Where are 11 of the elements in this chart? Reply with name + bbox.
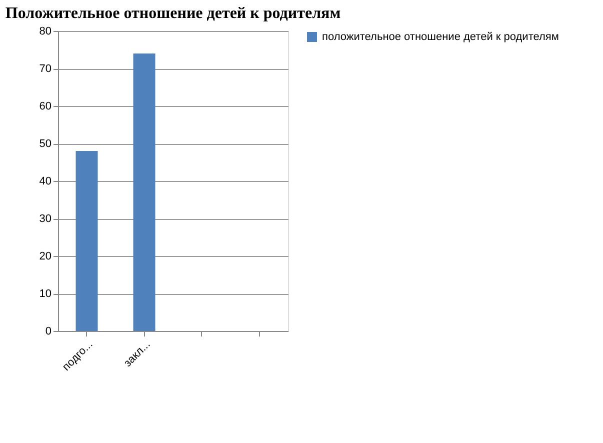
y-tick-label: 10: [39, 288, 52, 300]
legend-label: положительное отношение детей к родителям: [322, 31, 559, 43]
y-tick-label: 60: [39, 100, 52, 112]
y-tick-label: 30: [39, 213, 52, 225]
y-tick-label: 80: [39, 26, 52, 38]
chart-title: Положительное отношение детей к родителям: [5, 5, 341, 22]
y-tick-label: 0: [45, 326, 52, 338]
y-tick-label: 20: [39, 250, 52, 262]
y-tick-label: 50: [39, 138, 52, 150]
y-tick-label: 70: [39, 63, 52, 75]
y-tick-label: 40: [39, 176, 52, 188]
